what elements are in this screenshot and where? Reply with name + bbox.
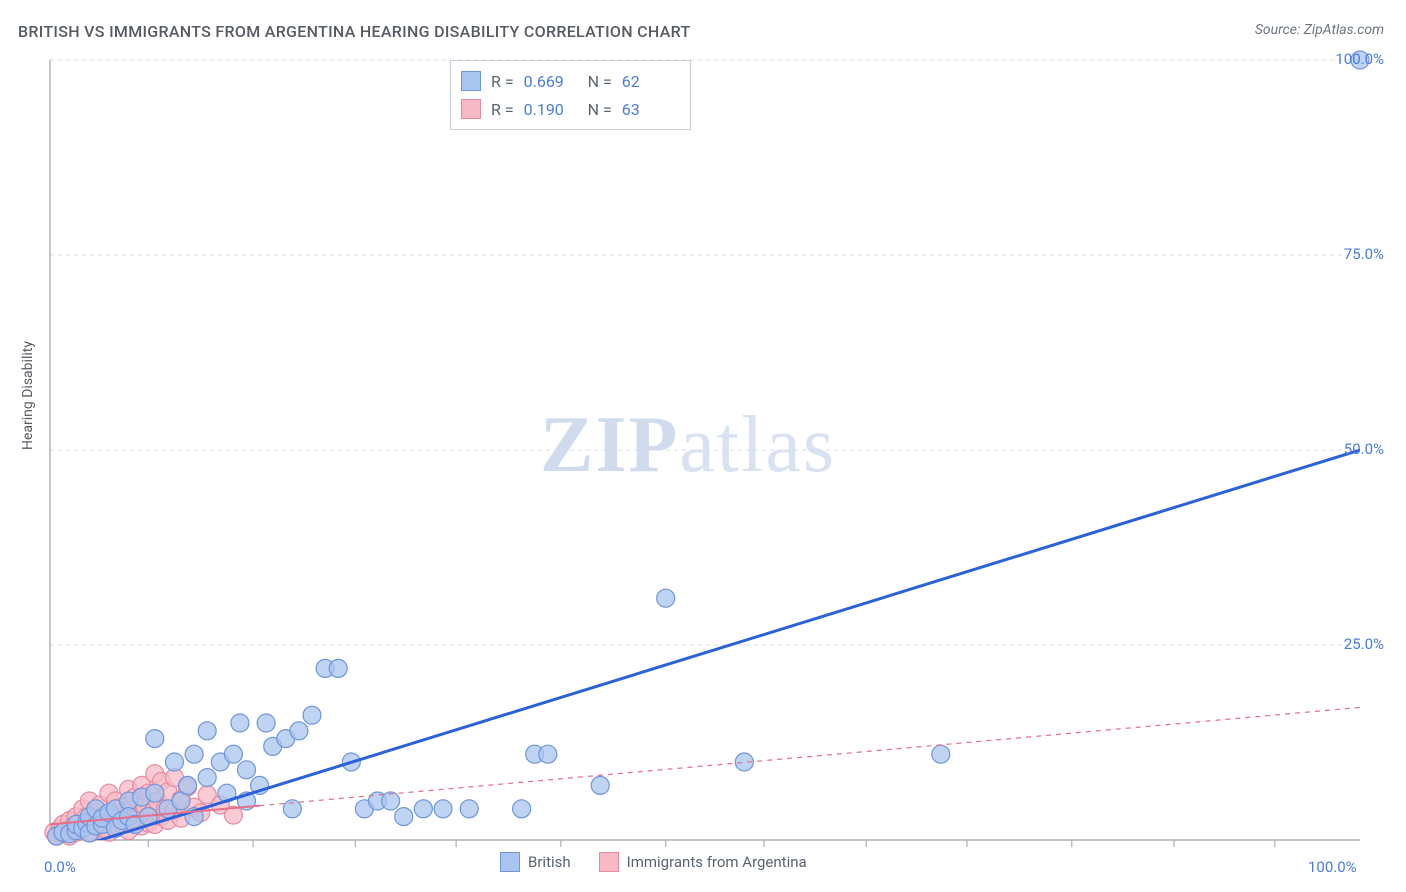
legend-item-argentina: Immigrants from Argentina: [599, 852, 807, 872]
y-tick-label: 75.0%: [1344, 245, 1384, 263]
swatch-argentina: [461, 99, 481, 119]
correlation-stats-legend: R = 0.669 N = 62 R = 0.190 N = 63: [450, 60, 691, 130]
x-tick-label: 100.0%: [1308, 858, 1357, 876]
r-label: R =: [491, 100, 514, 119]
scatter-plot: [0, 0, 1406, 892]
swatch-british: [500, 852, 520, 872]
r-value: 0.669: [524, 72, 578, 91]
series-legend: British Immigrants from Argentina: [500, 852, 807, 872]
stats-row-british: R = 0.669 N = 62: [461, 67, 676, 95]
y-tick-label: 25.0%: [1344, 635, 1384, 653]
r-value: 0.190: [524, 100, 578, 119]
y-tick-label: 100.0%: [1335, 50, 1384, 68]
n-label: N =: [588, 72, 612, 91]
stats-row-argentina: R = 0.190 N = 63: [461, 95, 676, 123]
r-label: R =: [491, 72, 514, 91]
x-tick-label: 0.0%: [44, 858, 76, 876]
y-tick-label: 50.0%: [1344, 440, 1384, 458]
swatch-argentina: [599, 852, 619, 872]
legend-label: British: [528, 853, 571, 871]
swatch-british: [461, 71, 481, 91]
n-label: N =: [588, 100, 612, 119]
n-value: 62: [622, 72, 676, 91]
legend-item-british: British: [500, 852, 571, 872]
n-value: 63: [622, 100, 676, 119]
legend-label: Immigrants from Argentina: [627, 853, 807, 871]
